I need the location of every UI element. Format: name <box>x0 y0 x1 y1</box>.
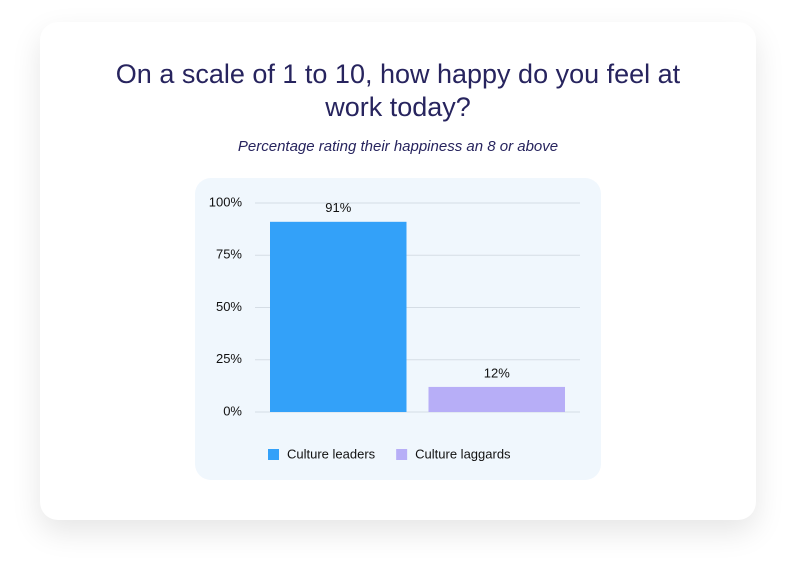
chart-title: On a scale of 1 to 10, how happy do you … <box>115 59 681 122</box>
bar <box>270 221 407 412</box>
y-tick-label: 50% <box>216 299 242 314</box>
y-tick-label: 25% <box>216 351 242 366</box>
value-label: 91% <box>325 200 351 215</box>
chart-subtitle: Percentage rating their happiness an 8 o… <box>237 138 559 155</box>
y-tick-label: 100% <box>209 194 243 209</box>
y-tick-label: 75% <box>216 247 242 262</box>
legend-label: Culture leaders <box>287 446 376 461</box>
legend-swatch <box>396 449 408 460</box>
legend-label: Culture laggards <box>415 446 511 461</box>
legend-swatch <box>268 449 279 460</box>
bar <box>428 386 565 412</box>
value-label: 12% <box>484 365 510 380</box>
y-tick-label: 0% <box>223 403 242 418</box>
